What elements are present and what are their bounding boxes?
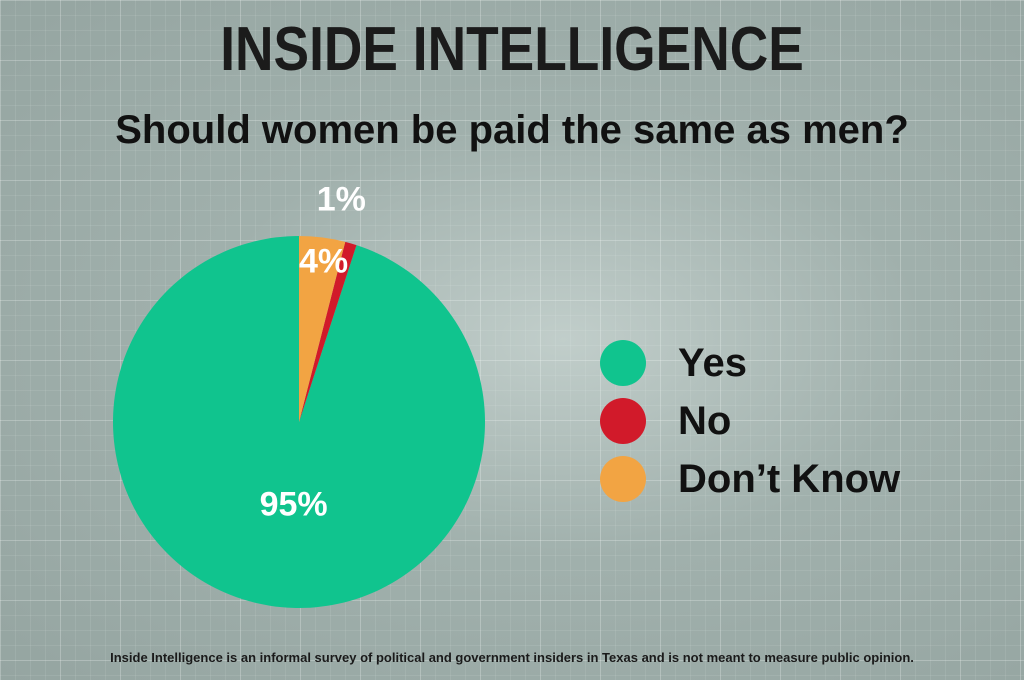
footer-note: Inside Intelligence is an informal surve… (110, 650, 914, 665)
legend-swatch-yes (600, 340, 646, 386)
legend-label-yes: Yes (678, 340, 747, 385)
legend-item-dont-know: Don’t Know (600, 450, 900, 508)
legend-item-yes: Yes (600, 334, 900, 392)
legend-swatch-dont-know (600, 456, 646, 502)
legend-swatch-no (600, 398, 646, 444)
pie-slice-no (299, 241, 357, 422)
data-label-yes: 95% (260, 485, 328, 523)
question-title: Should women be paid the same as men? (115, 108, 909, 152)
data-label-no: 1% (317, 181, 366, 219)
legend: Yes No Don’t Know (600, 334, 900, 508)
data-label-dont-know: 4% (299, 243, 348, 281)
legend-label-dont-know: Don’t Know (678, 456, 901, 501)
brand-title: INSIDE INTELLIGENCE (220, 15, 804, 84)
pie-slice-dont-know (299, 236, 346, 422)
legend-item-no: No (600, 392, 900, 450)
legend-label-no: No (678, 398, 732, 443)
